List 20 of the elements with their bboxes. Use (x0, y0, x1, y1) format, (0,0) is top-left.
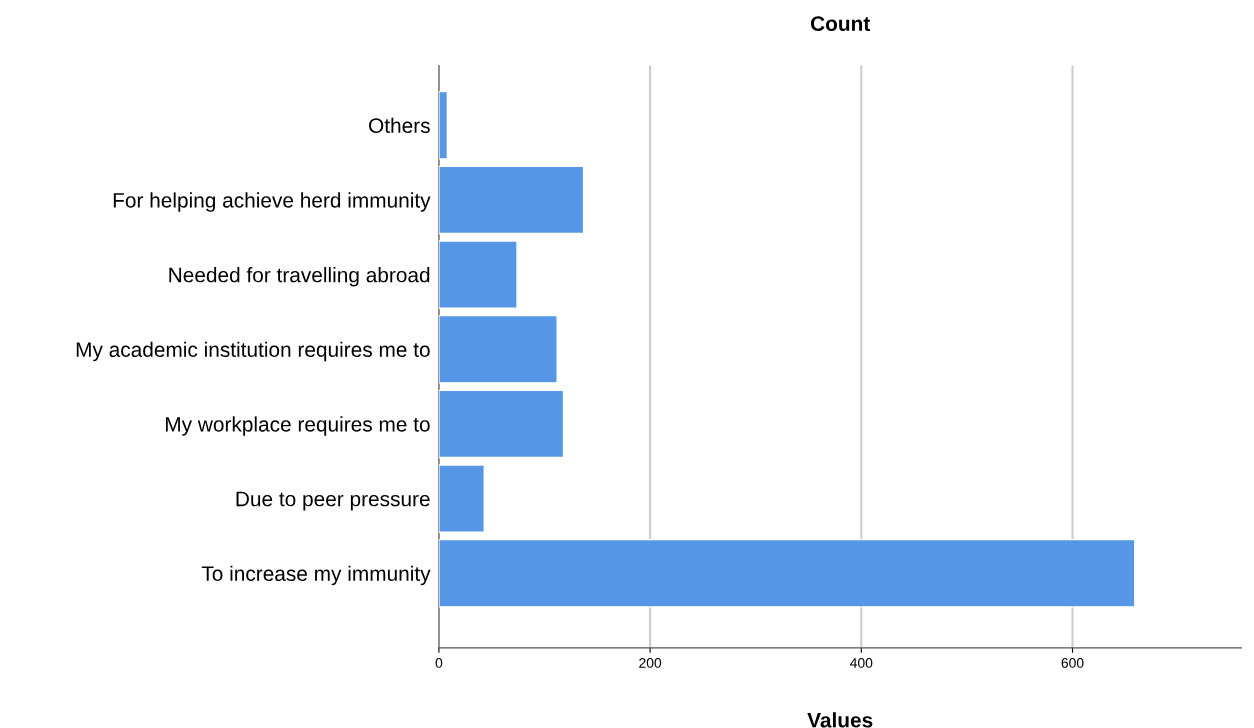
bar (438, 538, 1136, 608)
bar (438, 165, 585, 235)
x-tick-label: 0 (435, 658, 443, 668)
x-axis-title: Values (807, 712, 873, 728)
y-tick-label: For helping achieve herd immunity (113, 192, 431, 212)
chart-title: Count (810, 16, 871, 31)
bar (438, 90, 449, 160)
y-tick-label: Others (369, 117, 430, 134)
y-tick-label: To increase my immunity (201, 565, 431, 586)
x-tick-label: 600 (1061, 658, 1084, 668)
x-tick-label: 200 (639, 658, 662, 668)
y-tick-label: Needed for travelling abroad (169, 267, 430, 287)
y-tick-label: Due to peer pressure (236, 491, 430, 511)
bar (438, 240, 518, 309)
bar (438, 314, 558, 384)
x-tick-label: 400 (850, 658, 873, 668)
bar (438, 464, 486, 533)
y-tick-label: My academic institution requires me to (76, 341, 430, 362)
y-tick-label: My workplace requires me to (166, 416, 430, 436)
bar (438, 389, 565, 459)
